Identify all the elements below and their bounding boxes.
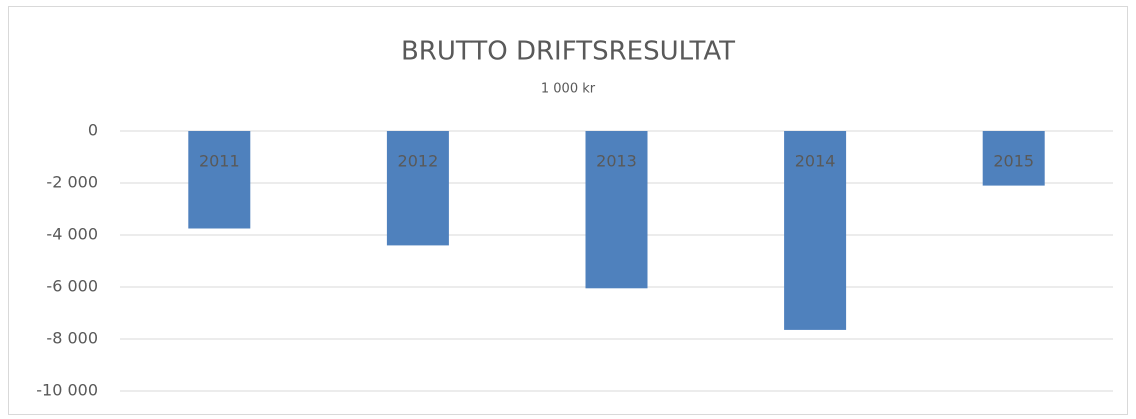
bar (585, 131, 648, 289)
y-tick-label: -6 000 (46, 277, 98, 296)
chart-frame (8, 6, 1128, 415)
x-tick-label: 2012 (398, 152, 439, 171)
y-tick-label: -2 000 (46, 173, 98, 192)
x-tick-label: 2014 (795, 152, 836, 171)
y-tick-label: -8 000 (46, 329, 98, 348)
y-tick-label: -10 000 (36, 381, 98, 400)
y-tick-label: -4 000 (46, 225, 98, 244)
y-tick-label: 0 (88, 121, 98, 140)
x-tick-label: 2013 (596, 152, 637, 171)
bar (982, 131, 1045, 186)
bar (188, 131, 251, 229)
x-tick-label: 2015 (993, 152, 1034, 171)
bar (784, 131, 847, 330)
chart-subtitle: 1 000 kr (541, 82, 596, 97)
chart-title: BRUTTO DRIFTSRESULTAT (401, 37, 735, 67)
bar (386, 131, 449, 246)
x-tick-label: 2011 (199, 152, 240, 171)
